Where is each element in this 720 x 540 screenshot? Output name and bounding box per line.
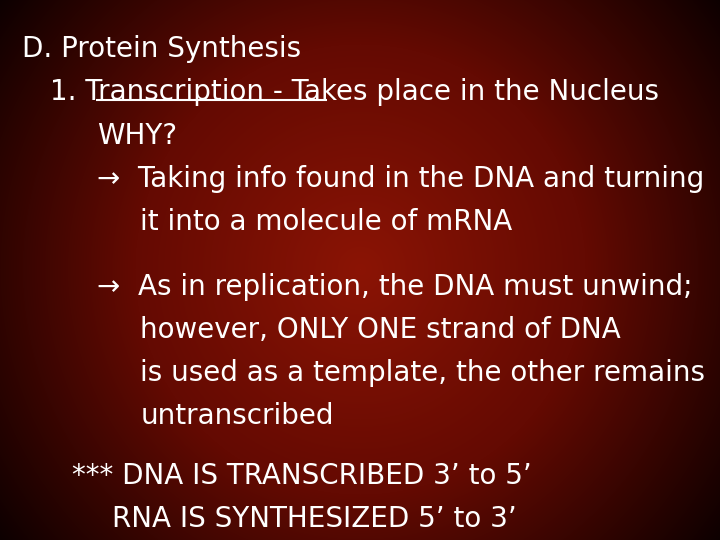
Text: 1. Transcription - Takes place in the Nucleus: 1. Transcription - Takes place in the Nu…	[50, 78, 660, 106]
Text: however, ONLY ONE strand of DNA: however, ONLY ONE strand of DNA	[140, 316, 621, 344]
Text: RNA IS SYNTHESIZED 5ʼ to 3ʼ: RNA IS SYNTHESIZED 5ʼ to 3ʼ	[112, 505, 516, 533]
Text: D. Protein Synthesis: D. Protein Synthesis	[22, 35, 301, 63]
Text: it into a molecule of mRNA: it into a molecule of mRNA	[140, 208, 513, 236]
Text: →  As in replication, the DNA must unwind;: → As in replication, the DNA must unwind…	[97, 273, 693, 301]
Text: *** DNA IS TRANSCRIBED 3ʼ to 5ʼ: *** DNA IS TRANSCRIBED 3ʼ to 5ʼ	[72, 462, 532, 490]
Text: is used as a template, the other remains: is used as a template, the other remains	[140, 359, 706, 387]
Text: WHY?: WHY?	[97, 122, 177, 150]
Text: untranscribed: untranscribed	[140, 402, 334, 430]
Text: →  Taking info found in the DNA and turning: → Taking info found in the DNA and turni…	[97, 165, 704, 193]
